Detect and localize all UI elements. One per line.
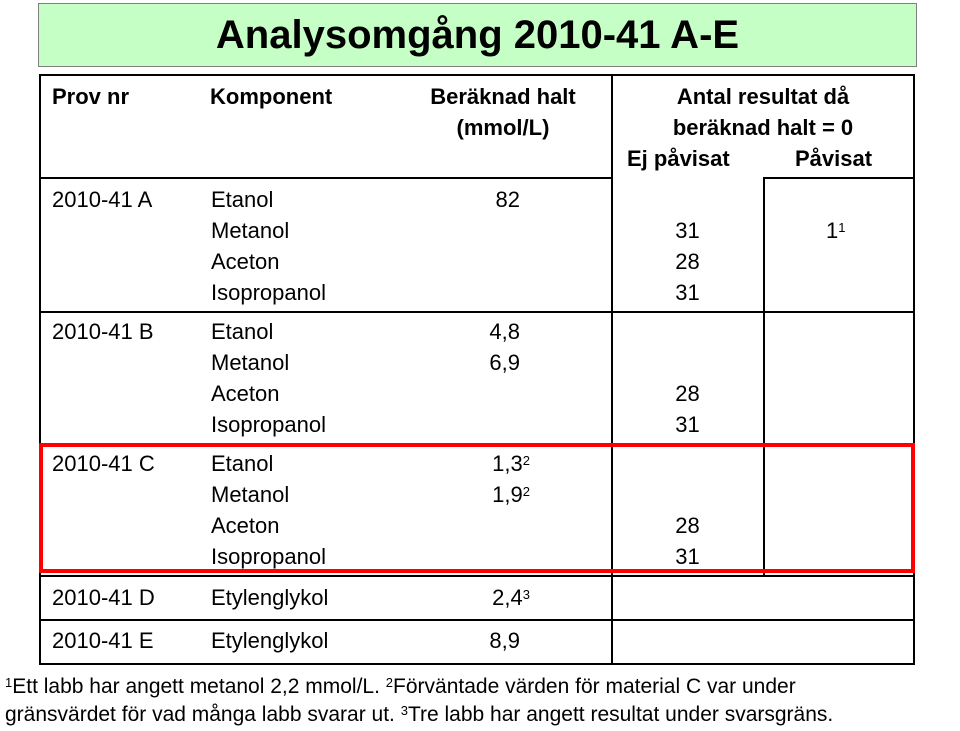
ej-pavisat-cell: 31 (675, 218, 700, 243)
footnote-text: Förväntade värden för material C var und… (393, 675, 796, 698)
component-cell: Etanol (211, 187, 274, 212)
table-border-right (913, 74, 915, 665)
component-cell: Metanol (211, 218, 290, 243)
ej-pavisat-cell: 28 (675, 249, 700, 274)
row-divider-c-d (39, 575, 915, 577)
footnote-text: Ett labb har angett metanol 2,2 mmol/L. (12, 675, 386, 698)
header-beraknad-halt-line1: Beräknad halt (430, 84, 576, 109)
component-cell: Etanol (211, 451, 274, 476)
footnote-marker: 1 (5, 675, 13, 690)
pavisat-cell: 11 (826, 215, 866, 246)
halt-value: 6,9 (489, 350, 520, 375)
header-antal-line2: beräknad halt = 0 (672, 115, 854, 140)
ej-pavisat-cell: 28 (675, 381, 700, 406)
row-divider-a-b (39, 311, 915, 313)
pavisat-footnote-marker: 1 (838, 220, 846, 235)
footnote-marker: 3 (400, 703, 408, 718)
header-pavisat: Påvisat (795, 146, 873, 171)
ej-pavisat-cell: 31 (675, 280, 700, 305)
component-cell: Etylenglykol (211, 628, 329, 653)
row-divider-d-e (39, 619, 915, 621)
prov-nr-cell: 2010-41 D (52, 585, 155, 610)
halt-value: 4,8 (489, 319, 520, 344)
halt-value: 1,9 (492, 482, 523, 507)
header-ej-pavisat: Ej påvisat (627, 146, 730, 171)
prov-nr-cell: 2010-41 B (52, 319, 154, 344)
header-antal-resultat: Antal resultat då beräknad halt = 0 (613, 81, 913, 143)
table-border-top (39, 74, 915, 76)
component-cell: Etylenglykol (211, 585, 329, 610)
halt-footnote-marker: 2 (522, 453, 530, 468)
table-border-left (39, 74, 41, 665)
header-divider-right (763, 177, 915, 179)
header-beraknad-halt: Beräknad halt (mmol/L) (408, 81, 598, 143)
column-divider-antal (611, 74, 613, 665)
header-komponent: Komponent (210, 84, 333, 109)
header-prov-nr: Prov nr (52, 84, 130, 109)
table-border-bottom (39, 663, 915, 665)
component-cell: Aceton (211, 249, 280, 274)
column-divider-pavisat (763, 177, 765, 577)
prov-nr-cell: 2010-41 E (52, 628, 154, 653)
halt-value: 82 (495, 187, 520, 212)
halt-footnote-marker: 2 (522, 484, 530, 499)
slide-title: Analysomgång 2010-41 A-E (215, 13, 740, 57)
prov-nr-cell: 2010-41 A (52, 187, 153, 212)
prov-nr-cell: 2010-41 C (52, 451, 155, 476)
component-cell: Isopropanol (211, 412, 326, 437)
ej-pavisat-cell: 28 (675, 513, 700, 538)
component-cell: Metanol (211, 350, 290, 375)
ej-pavisat-cell: 31 (675, 544, 700, 569)
component-cell: Isopropanol (211, 280, 326, 305)
halt-value: 8,9 (489, 628, 520, 653)
halt-value: 1,3 (492, 451, 523, 476)
header-antal-line1: Antal resultat då (676, 84, 850, 109)
component-cell: Aceton (211, 381, 280, 406)
highlight-box-c (39, 443, 915, 573)
header-beraknad-halt-line2: (mmol/L) (456, 115, 550, 140)
footnote-marker: 2 (385, 675, 394, 690)
halt-value: 2,4 (492, 585, 523, 610)
footnote-text: Tre labb har angett resultat under svars… (407, 703, 834, 726)
pavisat-value: 1 (826, 218, 839, 243)
title-banner: Analysomgång 2010-41 A-E (38, 3, 917, 67)
component-cell: Isopropanol (211, 544, 326, 569)
ej-pavisat-cell: 31 (675, 412, 700, 437)
component-cell: Metanol (211, 482, 290, 507)
footnotes: 1Ett labb har angett metanol 2,2 mmol/L.… (5, 673, 960, 729)
footnote-text: gränsvärdet för vad många labb svarar ut… (5, 703, 401, 726)
footnote-line-2: gränsvärdet för vad många labb svarar ut… (5, 701, 960, 729)
halt-footnote-marker: 3 (522, 587, 530, 602)
header-divider (39, 177, 613, 179)
component-cell: Etanol (211, 319, 274, 344)
component-cell: Aceton (211, 513, 280, 538)
footnote-line-1: 1Ett labb har angett metanol 2,2 mmol/L.… (5, 673, 960, 701)
